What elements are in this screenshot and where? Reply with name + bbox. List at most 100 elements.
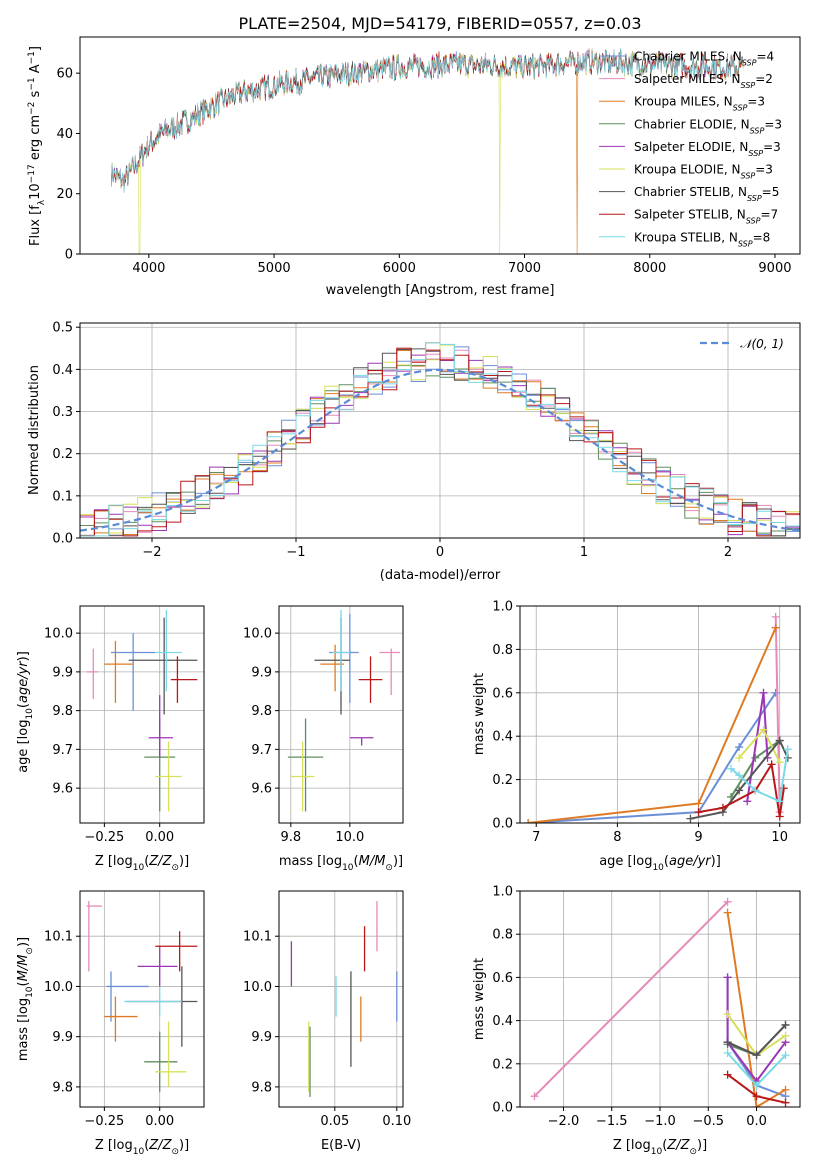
figure-title: PLATE=2504, MJD=54179, FIBERID=0557, z=0… — [238, 14, 641, 33]
mass-z-axes: −0.25 0.00 9.8 9.9 10.0 10.1 Z [log10(Z/Z⊙)] ma… — [16, 890, 205, 1157]
weight-series-line — [774, 616, 781, 813]
age-mass-axes-plot-area — [287, 609, 401, 812]
x-tick-label: 0.10 — [382, 1114, 411, 1129]
x-tick-label: 0.0 — [746, 1114, 767, 1129]
y-tick-label: 9.8 — [251, 1080, 272, 1095]
x-tick-label: 9 — [694, 830, 702, 845]
y-tick-label: 10.0 — [243, 980, 272, 995]
spectrum-legend: Chabrier MILES, NSSP=4 Salpeter MILES, NS… — [599, 50, 782, 248]
weight-marker — [781, 1020, 790, 1029]
legend-entry: Chabrier STELIB, NSSP=5 — [634, 185, 779, 203]
y-tick-label: 9.7 — [52, 743, 73, 758]
age-mass-axes: 9.8 10.0 9.6 9.7 9.8 9.9 10.0 mass [log10(M/M⊙)… — [243, 605, 404, 873]
x-tick-label: −0.5 — [692, 1114, 724, 1129]
y-tick-label: 9.6 — [52, 782, 73, 797]
age-z-axes-plot-area — [86, 609, 198, 812]
y-tick-label: 0.5 — [52, 321, 73, 336]
weight-marker — [751, 786, 760, 795]
y-tick-label: 0.2 — [492, 1057, 513, 1072]
y-tick-label: 0.4 — [52, 363, 73, 378]
y-tick-label: 9.9 — [251, 1030, 272, 1045]
histogram-series-line — [80, 347, 800, 537]
age-z-axes: −0.25 0.00 9.6 9.7 9.8 9.9 10.0 Z [log10(Z/Z⊙)]… — [16, 605, 205, 873]
spectrum-axes-plot-area — [111, 48, 744, 254]
weight-marker — [735, 771, 744, 780]
y-tick-label: 20 — [56, 187, 73, 202]
weight-marker — [694, 799, 703, 808]
y-tick-label: 9.8 — [251, 704, 272, 719]
legend-entry: Salpeter STELIB, NSSP=7 — [634, 208, 778, 226]
residual-axes: −2 −1 0 1 2 0.0 0.1 0.2 0.3 0.4 0.5 𝒩(0, 1) (data-mo… — [27, 321, 801, 583]
y-tick-label: 0.0 — [52, 532, 73, 547]
histogram-series-line — [80, 342, 800, 537]
x-tick-label: 8000 — [633, 261, 666, 276]
weight-marker — [530, 1092, 539, 1101]
weight-marker — [781, 1051, 790, 1060]
weight-marker — [723, 973, 732, 982]
y-tick-label: 9.9 — [52, 665, 73, 680]
x-axis-label: Z [log10(Z/Z⊙)] — [95, 854, 189, 873]
y-tick-label: 0.2 — [52, 447, 73, 462]
x-tick-label: −1.0 — [644, 1114, 676, 1129]
x-tick-label: −2.0 — [548, 1114, 580, 1129]
y-axis-label: mass weight — [472, 673, 487, 755]
axes-frame — [79, 605, 205, 824]
x-tick-label: 6000 — [383, 261, 416, 276]
weight-marker — [718, 803, 727, 812]
weight-marker — [524, 819, 533, 823]
weight-series-line — [726, 912, 787, 1107]
weight-z-axes: −2.0 −1.5 −1.0 −0.5 0.0 0.0 0.2 0.4 0.6 0.8 1.0 Z [… — [472, 885, 801, 1157]
y-tick-label: 0.8 — [492, 928, 513, 943]
weight-marker — [752, 1103, 761, 1107]
x-tick-label: 0 — [436, 545, 444, 560]
x-tick-label: 0.05 — [320, 1114, 349, 1129]
legend-entry: Salpeter ELODIE, NSSP=3 — [634, 140, 781, 158]
y-tick-label: 0.6 — [492, 971, 513, 986]
x-axis-label: wavelength [Angstrom, rest frame] — [326, 283, 555, 298]
weight-marker — [723, 1038, 732, 1047]
legend-entry: Salpeter MILES, NSSP=2 — [634, 72, 773, 90]
y-tick-label: 10.0 — [44, 980, 73, 995]
x-tick-label: 10 — [771, 830, 788, 845]
x-axis-label: (data-model)/error — [380, 568, 501, 583]
weight-marker — [735, 753, 744, 762]
weight-marker — [723, 1049, 732, 1057]
y-tick-label: 0.4 — [492, 730, 513, 745]
weight-marker — [723, 1070, 732, 1079]
weight-marker — [759, 688, 768, 697]
weight-series-line — [698, 761, 785, 817]
y-tick-label: 10.0 — [44, 627, 73, 642]
weight-marker — [735, 786, 744, 795]
weight-marker — [771, 688, 780, 697]
y-tick-label: 1.0 — [492, 885, 513, 900]
y-axis-label: age [log10(age/yr)] — [16, 651, 35, 773]
x-tick-label: −0.25 — [84, 830, 124, 845]
y-tick-label: 0.4 — [492, 1014, 513, 1029]
axes-frame — [79, 36, 801, 255]
y-axis-label: mass weight — [472, 958, 487, 1040]
x-tick-label: 9.8 — [280, 830, 301, 845]
x-tick-label: 1 — [580, 545, 588, 560]
weight-marker — [781, 1085, 790, 1094]
legend-entry: Chabrier MILES, NSSP=4 — [634, 50, 774, 68]
y-tick-label: 0.1 — [52, 489, 73, 504]
mass-ebv-axes: 0.05 0.10 9.8 9.9 10.0 10.1 E(B-V) — [243, 890, 411, 1153]
normal-curve — [80, 368, 800, 532]
x-tick-label: 8 — [613, 830, 621, 845]
residual-axes-plot-area — [80, 342, 800, 537]
y-tick-label: 9.9 — [251, 665, 272, 680]
mass-ebv-axes-plot-area — [290, 901, 398, 1097]
y-tick-label: 60 — [56, 67, 73, 82]
x-tick-label: −2 — [142, 545, 161, 560]
histogram-series-line — [80, 364, 800, 534]
x-tick-label: 7 — [532, 830, 540, 845]
weight-marker — [723, 1010, 732, 1019]
weight-marker — [743, 797, 752, 806]
weight-marker — [775, 758, 784, 767]
x-tick-label: 2 — [724, 545, 732, 560]
weight-series-line — [528, 692, 777, 823]
x-tick-label: 0.00 — [145, 1114, 174, 1129]
legend-entry: Chabrier ELODIE, NSSP=3 — [634, 117, 782, 135]
axes-frame — [278, 605, 404, 824]
